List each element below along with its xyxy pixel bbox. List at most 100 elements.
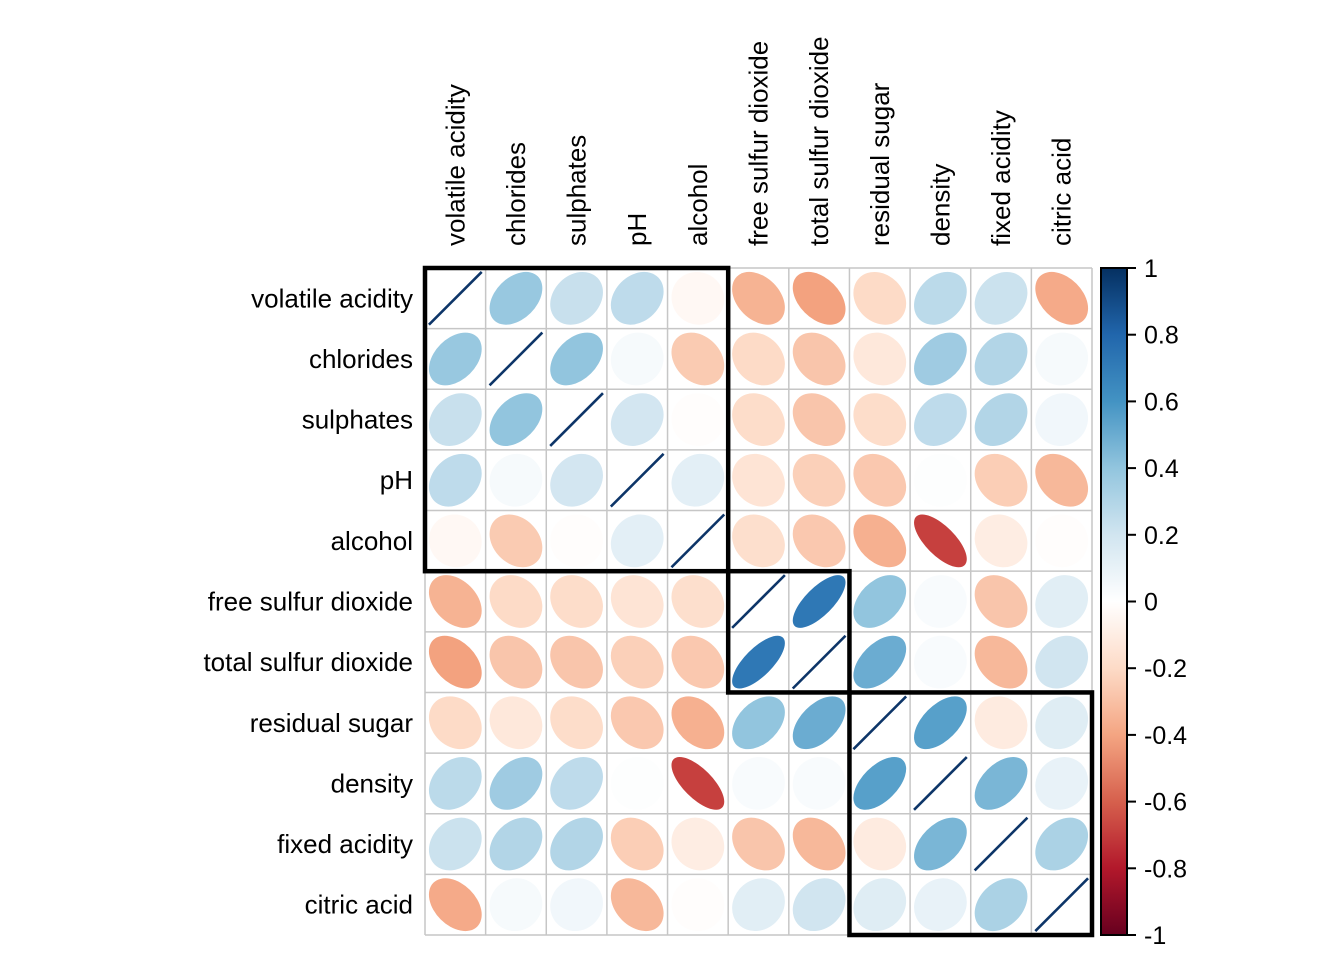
correlation-ellipse	[489, 514, 543, 568]
correlation-ellipse	[792, 575, 846, 628]
row-label: total sulfur dioxide	[203, 647, 413, 677]
col-label: alcohol	[683, 164, 713, 246]
diagonal-identity-line	[852, 695, 908, 751]
correlation-ellipse	[550, 271, 603, 325]
col-label: citric acid	[1047, 138, 1077, 246]
correlation-ellipse	[671, 635, 725, 689]
correlation-ellipse	[671, 817, 725, 871]
col-label: volatile acidity	[440, 84, 470, 246]
diagonal-identity-line	[428, 271, 483, 326]
correlation-ellipse	[428, 878, 482, 932]
correlation-ellipse	[914, 878, 967, 932]
correlation-ellipse	[1035, 817, 1089, 871]
correlation-ellipse	[610, 514, 664, 568]
correlation-ellipse	[974, 696, 1028, 750]
diagonal-identity-line	[913, 756, 968, 811]
correlation-ellipse	[428, 817, 482, 871]
correlation-ellipse	[732, 271, 785, 325]
row-label: chlorides	[309, 344, 413, 374]
col-label: residual sugar	[865, 82, 895, 246]
colorbar-tick-label: -1	[1144, 922, 1166, 950]
correlation-ellipse	[974, 635, 1028, 689]
correlation-ellipse	[732, 514, 785, 568]
correlation-ellipse	[671, 575, 725, 628]
colorbar-tick-label: -0.6	[1144, 789, 1187, 817]
correlation-ellipse	[853, 757, 907, 810]
correlation-ellipse	[550, 453, 603, 507]
diagonal-identity-line	[488, 331, 544, 387]
correlation-ellipse	[610, 393, 664, 446]
colorbar-tick-label: 0.8	[1144, 322, 1179, 350]
correlation-ellipse	[914, 271, 967, 325]
colorbar-tick-label: -0.2	[1144, 655, 1187, 683]
correlation-ellipse	[853, 393, 907, 446]
correlation-ellipse	[853, 271, 907, 325]
row-label: residual sugar	[250, 708, 414, 738]
correlation-ellipse	[610, 696, 664, 750]
correlation-ellipse	[671, 271, 725, 325]
correlation-ellipse	[914, 453, 967, 507]
diagonal-identity-line	[549, 392, 604, 447]
row-label: fixed acidity	[277, 829, 413, 859]
row-label: volatile acidity	[251, 283, 413, 313]
correlation-ellipse	[1035, 332, 1089, 386]
correlation-ellipse	[914, 332, 967, 386]
correlation-ellipse	[853, 878, 907, 932]
correlation-ellipse	[610, 878, 664, 932]
correlation-ellipse	[792, 514, 846, 568]
colorbar-tick-label: -0.4	[1144, 722, 1187, 750]
correlation-ellipse	[489, 817, 543, 871]
correlation-ellipse	[1035, 514, 1089, 568]
correlation-ellipse	[732, 878, 785, 932]
correlation-ellipse	[914, 696, 967, 750]
correlation-ellipse	[914, 514, 967, 568]
correlation-ellipse	[974, 453, 1028, 507]
correlation-ellipse	[732, 393, 785, 446]
correlation-ellipse	[428, 757, 482, 810]
row-label: citric acid	[305, 890, 413, 920]
correlation-ellipse	[732, 332, 785, 386]
correlation-ellipse	[914, 635, 967, 689]
diagonal-identity-line	[1034, 877, 1089, 932]
correlation-ellipse	[489, 575, 543, 628]
correlation-ellipse	[671, 332, 725, 386]
correlation-ellipse	[489, 453, 543, 507]
col-label: total sulfur dioxide	[804, 36, 834, 246]
correlation-ellipse	[428, 332, 482, 386]
correlation-ellipse	[792, 332, 846, 386]
correlation-ellipse	[974, 393, 1028, 446]
correlation-ellipse	[610, 332, 664, 386]
correlation-ellipse	[671, 696, 725, 750]
correlation-ellipse	[610, 817, 664, 871]
correlation-ellipse	[550, 332, 603, 386]
correlation-ellipse	[732, 635, 785, 689]
colorbar-tick-label: 0.4	[1144, 455, 1179, 483]
correlation-ellipse	[732, 453, 785, 507]
correlation-ellipse	[489, 635, 543, 689]
correlation-ellipse	[974, 878, 1028, 932]
correlation-ellipse	[610, 635, 664, 689]
correlation-ellipse	[428, 575, 482, 628]
correlation-ellipse	[550, 696, 603, 750]
correlation-ellipse	[974, 757, 1028, 810]
correlation-ellipse	[550, 514, 603, 568]
correlation-ellipse	[610, 575, 664, 628]
colorbar-tick-label: 0	[1144, 589, 1158, 617]
cluster-rect	[422, 265, 731, 574]
diagonal-identity-line	[731, 574, 786, 629]
diagonal-identity-line	[973, 816, 1029, 872]
correlation-ellipse	[853, 332, 907, 386]
colorbar-tick-label: 1	[1144, 255, 1158, 283]
correlation-ellipse	[974, 575, 1028, 628]
correlation-ellipse	[1035, 271, 1089, 325]
correlation-ellipse	[671, 757, 725, 810]
correlation-ellipse	[489, 393, 543, 446]
correlation-ellipse	[792, 271, 846, 325]
correlation-ellipse	[853, 817, 907, 871]
row-label: free sulfur dioxide	[208, 587, 413, 617]
correlation-ellipse	[428, 393, 482, 446]
col-label: density	[925, 164, 955, 246]
cluster-rect	[847, 690, 1095, 938]
correlation-ellipse	[792, 453, 846, 507]
